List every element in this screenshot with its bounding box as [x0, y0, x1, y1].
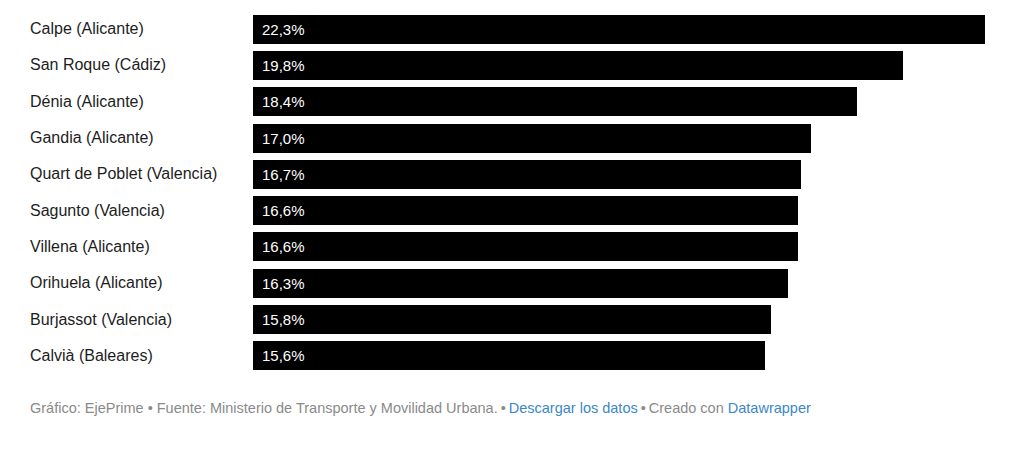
category-label: Gandia (Alicante)	[0, 129, 253, 147]
footer-created-with: Creado con	[649, 400, 724, 416]
bar[interactable]: 16,3%	[253, 269, 788, 298]
plot-area: 17,0%	[253, 124, 1024, 153]
plot-area: 15,8%	[253, 305, 1024, 334]
chart-row: Calvià (Baleares)15,6%	[0, 338, 1024, 374]
plot-area: 18,4%	[253, 87, 1024, 116]
datawrapper-link[interactable]: Datawrapper	[728, 400, 811, 416]
bar[interactable]: 16,6%	[253, 196, 798, 225]
plot-area: 22,3%	[253, 15, 1024, 44]
bar-value-label: 16,3%	[253, 275, 305, 292]
plot-area: 16,3%	[253, 269, 1024, 298]
bar-chart: Calpe (Alicante)22,3%San Roque (Cádiz)19…	[0, 0, 1024, 449]
chart-row: Orihuela (Alicante)16,3%	[0, 265, 1024, 301]
chart-row: Villena (Alicante)16,6%	[0, 229, 1024, 265]
bar-value-label: 16,7%	[253, 166, 305, 183]
chart-rows: Calpe (Alicante)22,3%San Roque (Cádiz)19…	[0, 11, 1024, 374]
plot-area: 16,6%	[253, 196, 1024, 225]
bar[interactable]: 15,8%	[253, 305, 771, 334]
footer-separator: •	[638, 400, 649, 416]
category-label: Sagunto (Valencia)	[0, 202, 253, 220]
plot-area: 16,7%	[253, 160, 1024, 189]
chart-row: Burjassot (Valencia)15,8%	[0, 301, 1024, 337]
chart-row: Sagunto (Valencia)16,6%	[0, 192, 1024, 228]
bar[interactable]: 22,3%	[253, 15, 985, 44]
bar[interactable]: 18,4%	[253, 87, 857, 116]
category-label: Burjassot (Valencia)	[0, 311, 253, 329]
bar-value-label: 15,8%	[253, 311, 305, 328]
category-label: Calpe (Alicante)	[0, 20, 253, 38]
bar[interactable]: 19,8%	[253, 51, 903, 80]
bar-value-label: 19,8%	[253, 57, 305, 74]
bar[interactable]: 15,6%	[253, 341, 765, 370]
chart-footer: Gráfico: EjePrime • Fuente: Ministerio d…	[30, 400, 811, 416]
category-label: Dénia (Alicante)	[0, 93, 253, 111]
plot-area: 16,6%	[253, 232, 1024, 261]
bar[interactable]: 16,7%	[253, 160, 801, 189]
chart-row: Calpe (Alicante)22,3%	[0, 11, 1024, 47]
plot-area: 15,6%	[253, 341, 1024, 370]
chart-row: Quart de Poblet (Valencia)16,7%	[0, 156, 1024, 192]
chart-row: Dénia (Alicante)18,4%	[0, 84, 1024, 120]
download-data-link[interactable]: Descargar los datos	[509, 400, 638, 416]
chart-row: San Roque (Cádiz)19,8%	[0, 47, 1024, 83]
category-label: Calvià (Baleares)	[0, 347, 253, 365]
category-label: San Roque (Cádiz)	[0, 56, 253, 74]
bar-value-label: 22,3%	[253, 21, 305, 38]
bar-value-label: 18,4%	[253, 93, 305, 110]
footer-credit: Gráfico: EjePrime • Fuente: Ministerio d…	[30, 400, 498, 416]
bar-value-label: 16,6%	[253, 238, 305, 255]
footer-separator: •	[498, 400, 509, 416]
bar-value-label: 17,0%	[253, 130, 305, 147]
bar-value-label: 15,6%	[253, 347, 305, 364]
bar-value-label: 16,6%	[253, 202, 305, 219]
bar[interactable]: 16,6%	[253, 232, 798, 261]
category-label: Orihuela (Alicante)	[0, 274, 253, 292]
bar[interactable]: 17,0%	[253, 124, 811, 153]
category-label: Villena (Alicante)	[0, 238, 253, 256]
category-label: Quart de Poblet (Valencia)	[0, 165, 253, 183]
plot-area: 19,8%	[253, 51, 1024, 80]
chart-row: Gandia (Alicante)17,0%	[0, 120, 1024, 156]
